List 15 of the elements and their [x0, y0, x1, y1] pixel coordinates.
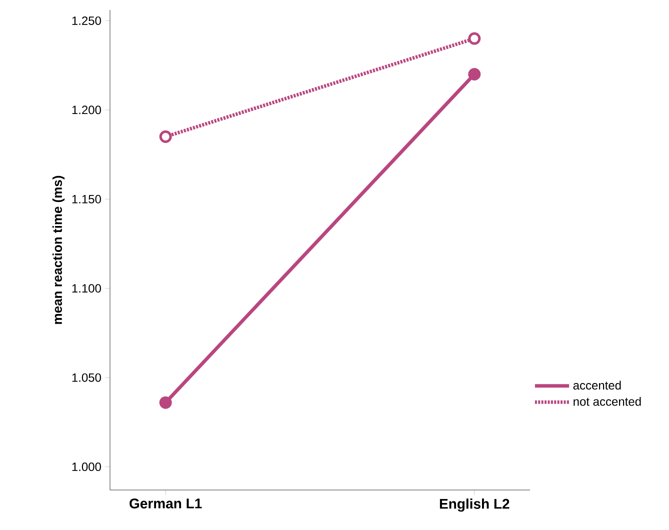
point	[159, 396, 172, 409]
point	[468, 32, 481, 45]
y-tick-label: 1.050	[72, 373, 101, 382]
x-tick-label: German L1	[130, 498, 202, 508]
y-tick-label: 1.100	[72, 284, 101, 293]
legend-label: accented	[573, 380, 621, 390]
x-tick-label: English L2	[440, 498, 510, 512]
y-tick-label: 1.250	[72, 16, 101, 25]
y-tick-label: 1.150	[72, 194, 101, 204]
y-tick-label: 1.000	[72, 462, 101, 472]
y-axis-title: mean reaction time (ms)	[52, 176, 65, 324]
legend-label: not accented	[574, 397, 641, 406]
y-tick-label: 1.200	[72, 106, 101, 114]
point	[468, 68, 481, 80]
point	[159, 130, 172, 143]
